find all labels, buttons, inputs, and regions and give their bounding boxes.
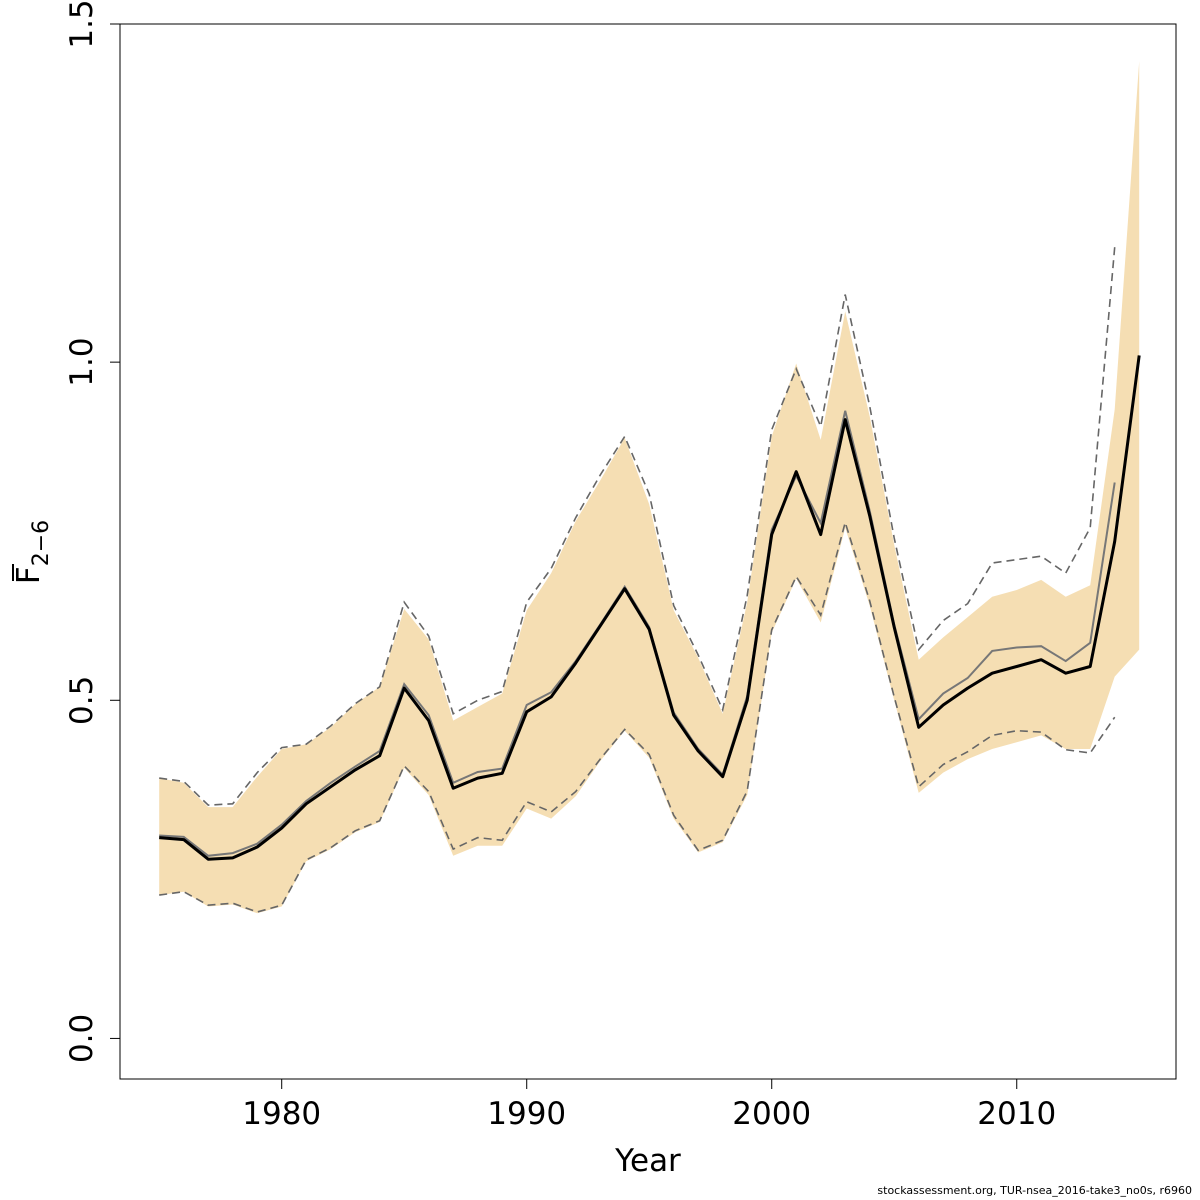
y-tick-label: 1.0 [64,337,100,386]
x-tick-label: 2000 [732,1096,811,1132]
y-axis-title: F2−6 [11,520,54,584]
y-tick-label: 0.5 [64,676,100,725]
x-tick-label: 1980 [242,1096,321,1132]
y-axis-title-main: F [11,566,47,584]
previous-ci-layer [159,247,1116,913]
y-axis: 0.0 0.5 1.0 1.5 [64,0,121,1063]
confidence-band-layer [159,61,1140,914]
previous-upper-ci-line [159,247,1116,806]
y-tick-label: 1.5 [64,0,100,49]
x-tick-label: 2010 [977,1096,1056,1132]
previous-lower-ci-line [159,519,1116,913]
x-axis-title: Year [614,1143,681,1179]
current-estimate-line [159,355,1141,861]
y-tick-label: 0.0 [64,1014,100,1063]
confidence-band [159,61,1140,914]
x-tick-label: 1990 [487,1096,566,1132]
y-axis-title-subscript: 2−6 [29,520,54,566]
footer-credit: stockassessment.org, TUR-nsea_2016-take3… [877,1184,1192,1197]
svg-text:F2−6: F2−6 [11,520,54,584]
x-axis: 1980 1990 2000 2010 [242,1078,1056,1132]
current-estimate-layer [159,355,1141,861]
